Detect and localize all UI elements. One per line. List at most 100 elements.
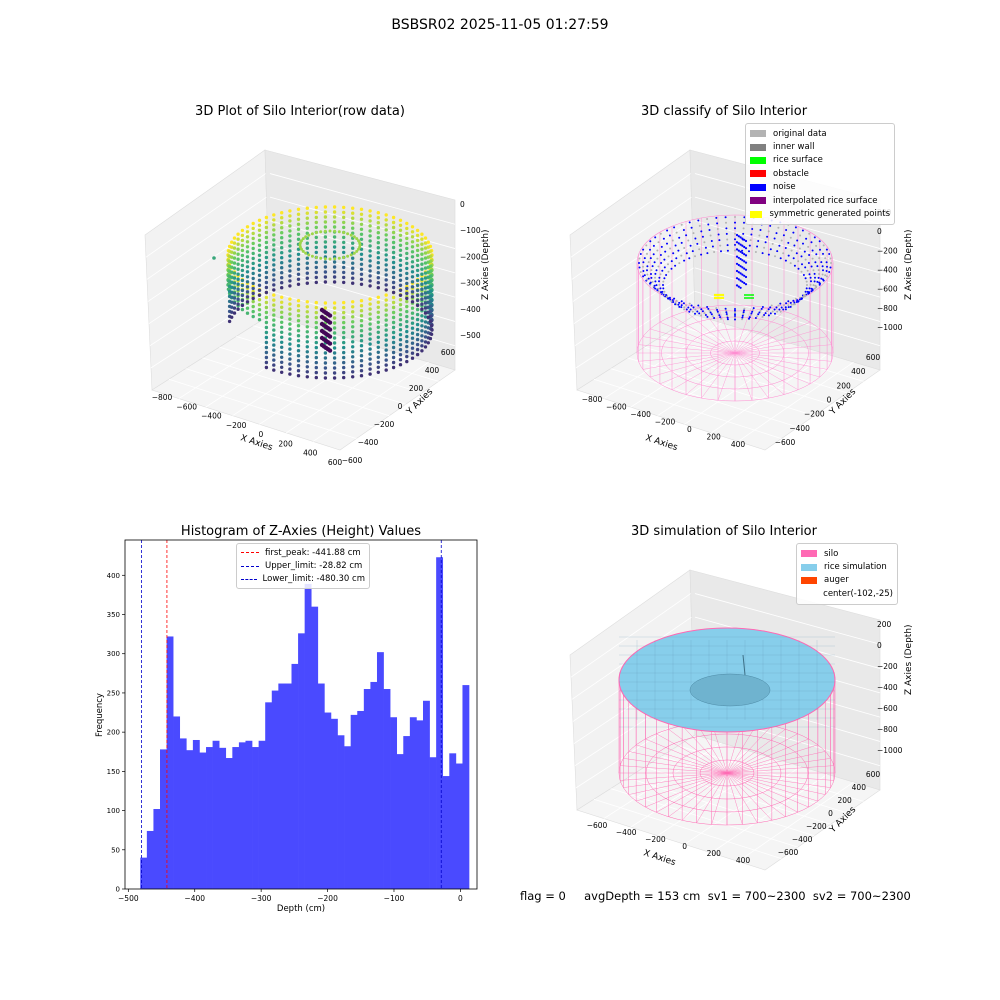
raw-point — [245, 295, 250, 299]
floor-gridline — [627, 777, 815, 837]
raw-point — [305, 241, 309, 245]
raw-point — [420, 344, 424, 348]
legend-label: rice simulation — [824, 562, 887, 573]
classify-point — [654, 236, 657, 239]
raw-point — [314, 235, 318, 240]
raw-point — [232, 256, 237, 260]
raw-point — [398, 323, 403, 327]
raw-point — [305, 370, 309, 374]
raw-point — [232, 241, 237, 245]
raw-plot-title: 3D Plot of Silo Interior(row data) — [195, 104, 405, 119]
raw-point — [240, 273, 245, 278]
classify-point — [734, 309, 736, 312]
raw-point — [272, 248, 276, 252]
pane-gridline — [694, 243, 881, 298]
raw-point — [384, 213, 388, 217]
classify-point — [776, 250, 779, 253]
raw-point — [332, 371, 337, 375]
z-tick-label: −400 — [877, 683, 898, 692]
classify-point — [649, 240, 652, 243]
classify-point — [683, 306, 686, 309]
raw-point — [319, 230, 323, 234]
classify-point — [700, 308, 703, 311]
raw-point — [368, 264, 372, 268]
raw-point — [307, 233, 311, 237]
classify-point — [643, 274, 646, 277]
legend-label: inner wall — [773, 142, 815, 153]
raw-point — [410, 265, 415, 269]
raw-point — [332, 225, 337, 229]
raw-point — [351, 355, 355, 359]
raw-point — [405, 349, 409, 354]
raw-point — [230, 250, 234, 254]
raw-point — [296, 247, 301, 251]
classify-point — [735, 248, 739, 251]
classify-point — [717, 296, 721, 300]
classify-point — [756, 315, 759, 318]
raw-point — [368, 209, 372, 213]
raw-point — [332, 240, 337, 244]
raw-point — [245, 255, 250, 259]
raw-point — [232, 261, 237, 265]
raw-point — [351, 365, 355, 369]
raw-point — [398, 318, 403, 322]
raw-point — [342, 260, 346, 265]
raw-point — [368, 322, 372, 326]
raw-point — [398, 298, 403, 302]
raw-point — [245, 225, 250, 229]
raw-point — [323, 301, 328, 305]
classify-point — [650, 269, 653, 272]
classify-point — [779, 257, 782, 260]
raw-point — [323, 280, 328, 284]
raw-point — [280, 340, 284, 344]
raw-point — [346, 254, 350, 258]
raw-point — [415, 263, 420, 268]
raw-point — [398, 363, 403, 367]
classify-point — [802, 242, 804, 245]
histogram-chart[interactable]: −500 −400 −300 −200 −100 00501001502002503003… — [80, 530, 490, 920]
raw-point — [391, 310, 396, 315]
raw-point — [251, 299, 255, 304]
raw-point — [368, 302, 372, 306]
raw-point — [296, 257, 301, 261]
classify-point — [670, 267, 673, 270]
classify-point — [678, 262, 681, 265]
raw-point — [398, 348, 403, 352]
classify-point — [661, 290, 664, 293]
raw-point — [280, 305, 284, 309]
classify-point — [752, 294, 754, 296]
classify-point — [721, 293, 725, 297]
raw-point — [351, 261, 355, 265]
raw-point — [423, 256, 428, 260]
raw-point — [257, 293, 262, 297]
histogram-bar — [225, 758, 233, 889]
simulation-3d-plot[interactable]: −600−400−2000200400−600−400−200020040060… — [555, 555, 915, 885]
floor-pane — [576, 734, 881, 871]
raw-point — [376, 251, 380, 255]
classify-point — [748, 317, 750, 320]
classify-point — [665, 294, 668, 296]
raw-point — [376, 310, 380, 314]
raw-point — [240, 238, 245, 243]
raw-point — [351, 276, 355, 280]
classify-point — [678, 301, 681, 304]
x-tick-label: −200 — [226, 421, 247, 430]
raw-point — [332, 366, 337, 370]
raw-point — [245, 290, 250, 294]
raw-point — [236, 282, 240, 286]
classify-point — [798, 247, 801, 250]
histogram-bar — [258, 740, 266, 889]
classify-point — [663, 266, 666, 269]
classify-point — [668, 234, 671, 237]
raw-point — [384, 278, 388, 282]
raw-point — [426, 250, 430, 254]
classify-point — [807, 245, 810, 248]
raw-point — [323, 265, 328, 269]
classify-point — [719, 296, 723, 300]
raw-point — [264, 360, 269, 365]
raw-point — [332, 321, 337, 325]
raw-point — [351, 375, 355, 379]
raw-point — [342, 345, 346, 350]
raw-point — [342, 210, 346, 215]
